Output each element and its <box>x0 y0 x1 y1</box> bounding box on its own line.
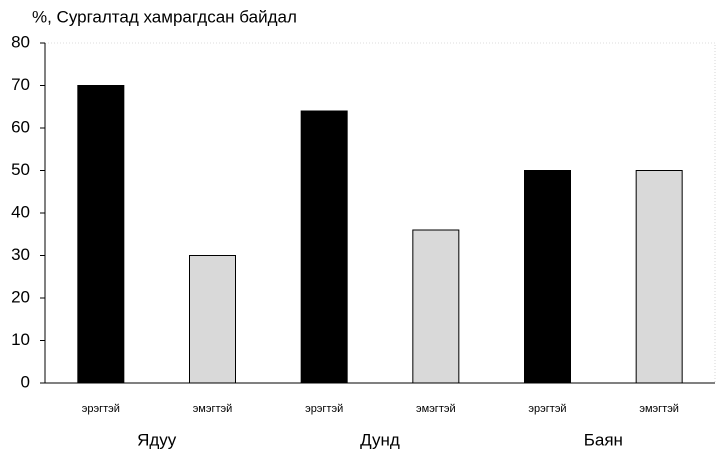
plot-border <box>44 42 716 384</box>
x-tick-label: эрэгтэй <box>305 403 343 415</box>
y-tick-label: 10 <box>11 330 30 349</box>
x-group-label: Ядуу <box>137 430 177 449</box>
y-tick-label: 20 <box>11 287 30 306</box>
bar <box>524 170 571 384</box>
chart-title: %, Сургалтад хамрагдсан байдал <box>32 7 297 26</box>
x-tick-label: эмэгтэй <box>639 403 679 415</box>
y-tick-label: 40 <box>11 202 30 221</box>
bar <box>412 229 460 384</box>
y-tick-label: 80 <box>11 32 30 51</box>
x-group-label: Баян <box>584 430 623 449</box>
bar <box>189 255 236 384</box>
x-tick-label: эмэгтэй <box>416 403 456 415</box>
y-tick-label: 70 <box>11 75 30 94</box>
x-group-label: Дунд <box>360 430 400 449</box>
y-tick-label: 50 <box>11 160 30 179</box>
bar <box>635 170 683 384</box>
bar <box>300 110 348 384</box>
bar <box>77 85 125 384</box>
x-tick-label: эрэгтэй <box>528 403 566 415</box>
y-tick-label: 60 <box>11 117 30 136</box>
y-tick-label: 0 <box>21 372 30 391</box>
x-tick-label: эмэгтэй <box>193 403 233 415</box>
y-tick-label: 30 <box>11 245 30 264</box>
x-tick-label: эрэгтэй <box>82 403 120 415</box>
